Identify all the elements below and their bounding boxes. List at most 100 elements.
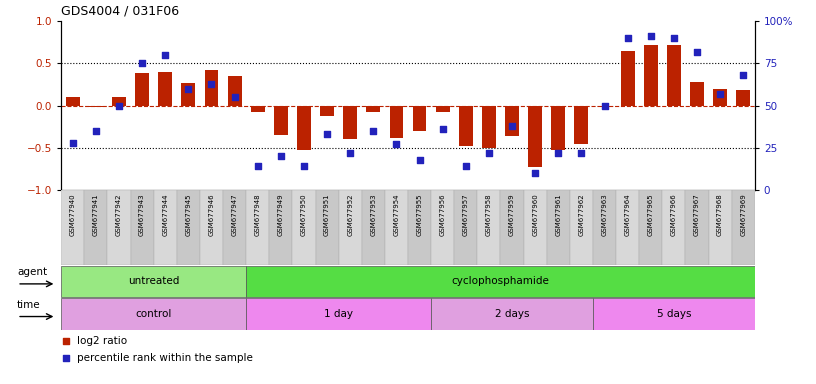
Text: GSM677948: GSM677948 [255, 193, 261, 236]
Text: GSM677966: GSM677966 [671, 193, 677, 236]
Point [60, 338, 73, 344]
Bar [274, 106, 288, 135]
Point [228, 94, 241, 100]
Bar [200, 190, 223, 265]
Text: 1 day: 1 day [324, 309, 353, 319]
Bar [385, 190, 408, 265]
Point [552, 150, 565, 156]
Point [344, 150, 357, 156]
Text: GSM677956: GSM677956 [440, 193, 446, 236]
Bar [593, 298, 755, 329]
Bar [389, 106, 403, 138]
Bar [223, 190, 246, 265]
Bar [366, 106, 380, 111]
Bar [413, 106, 427, 131]
Text: GSM677954: GSM677954 [393, 193, 400, 235]
Bar [66, 97, 80, 106]
Bar [61, 298, 246, 329]
Bar [297, 106, 311, 151]
Point [390, 141, 403, 147]
Point [205, 81, 218, 87]
Bar [112, 97, 126, 106]
Point [737, 72, 750, 78]
Bar [89, 106, 103, 107]
Point [713, 91, 726, 97]
Text: GSM677963: GSM677963 [601, 193, 608, 236]
Point [60, 355, 73, 361]
Bar [158, 72, 172, 106]
Bar [616, 190, 639, 265]
Text: GSM677947: GSM677947 [232, 193, 237, 236]
Bar [177, 190, 200, 265]
Text: GSM677949: GSM677949 [277, 193, 284, 236]
Point [436, 126, 449, 132]
Text: GSM677941: GSM677941 [93, 193, 99, 236]
Point [251, 163, 264, 169]
Bar [690, 82, 704, 106]
Bar [131, 190, 153, 265]
Text: GSM677950: GSM677950 [301, 193, 307, 236]
Point [459, 163, 472, 169]
Bar [228, 76, 242, 106]
Text: GSM677951: GSM677951 [324, 193, 330, 236]
Bar [597, 106, 611, 107]
Bar [574, 106, 588, 144]
Text: GSM677959: GSM677959 [509, 193, 515, 236]
Bar [408, 190, 431, 265]
Bar [621, 51, 635, 106]
Point [598, 103, 611, 109]
Bar [477, 190, 500, 265]
Bar [292, 190, 316, 265]
Point [113, 103, 126, 109]
Text: GSM677952: GSM677952 [347, 193, 353, 235]
Text: GSM677953: GSM677953 [370, 193, 376, 236]
Bar [685, 190, 708, 265]
Text: 2 days: 2 days [494, 309, 530, 319]
Point [482, 150, 495, 156]
Text: GSM677967: GSM677967 [694, 193, 700, 236]
Bar [153, 190, 177, 265]
Point [297, 163, 310, 169]
Bar [61, 266, 246, 297]
Bar [547, 190, 570, 265]
Text: GSM677958: GSM677958 [486, 193, 492, 236]
Bar [732, 190, 755, 265]
Bar [246, 266, 755, 297]
Bar [524, 190, 547, 265]
Bar [459, 106, 472, 146]
Point [158, 52, 171, 58]
Bar [316, 190, 339, 265]
Bar [339, 190, 361, 265]
Bar [663, 190, 685, 265]
Text: time: time [17, 300, 41, 310]
Bar [713, 89, 727, 106]
Bar [246, 298, 431, 329]
Bar [431, 190, 455, 265]
Bar [736, 90, 750, 106]
Point [321, 131, 334, 137]
Bar [639, 190, 663, 265]
Bar [135, 73, 149, 106]
Text: GSM677945: GSM677945 [185, 193, 192, 235]
Text: agent: agent [17, 267, 47, 277]
Bar [431, 298, 593, 329]
Point [135, 60, 149, 66]
Bar [361, 190, 385, 265]
Text: control: control [135, 309, 172, 319]
Text: GSM677968: GSM677968 [717, 193, 723, 236]
Bar [246, 190, 269, 265]
Bar [593, 190, 616, 265]
Text: GSM677946: GSM677946 [208, 193, 215, 236]
Bar [181, 83, 195, 106]
Bar [251, 106, 264, 113]
Bar [455, 190, 477, 265]
Point [644, 33, 657, 40]
Bar [505, 106, 519, 136]
Point [529, 170, 542, 176]
Bar [667, 45, 681, 106]
Point [667, 35, 681, 41]
Point [574, 150, 588, 156]
Text: GSM677955: GSM677955 [416, 193, 423, 235]
Text: 5 days: 5 days [657, 309, 691, 319]
Text: GSM677969: GSM677969 [740, 193, 747, 236]
